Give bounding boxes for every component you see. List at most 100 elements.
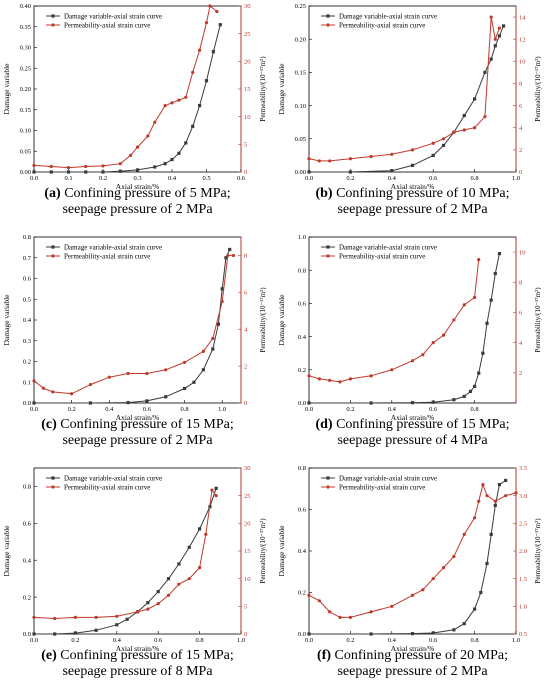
permeability-point [390, 604, 394, 608]
permeability-point [485, 494, 489, 498]
permeability-point [338, 615, 342, 619]
plot-frame [308, 236, 517, 404]
chart-panel-b: 0.0 0.2 0.4 0.6 0.8 1.0 0.00 0.05 0.10 0.15 0.20 0.… [275, 0, 550, 231]
permeability-point [49, 164, 53, 169]
permeability-point [163, 104, 167, 108]
permeability-point [441, 137, 446, 141]
y2-tick-label: 4 [519, 340, 523, 347]
chart-svg-d: 0.0 0.2 0.4 0.6 0.8 0.0 0.2 0.4 0.6 0.8 1.0 2 4 6 8 10 A… [277, 234, 542, 422]
y2-tick-label: 5 [244, 142, 247, 149]
legend-marker-square [51, 476, 55, 480]
legend-marker-square [326, 476, 330, 480]
x-tick-label: 0.2 [346, 175, 354, 182]
caption-line-1: (a) Confining pressure of 5 MPa; [0, 186, 275, 202]
permeability-point [156, 601, 160, 606]
caption-text-1: Confining pressure of 15 MPa; [56, 417, 234, 432]
permeability-point [390, 368, 394, 372]
x-axis-title: Axial strain/% [116, 413, 160, 422]
series-line-permeability [308, 482, 517, 618]
damage-point [145, 399, 149, 403]
y-axis-title: Damage variable [2, 525, 11, 577]
damage-point [473, 384, 477, 388]
chart-svg-b: 0.0 0.2 0.4 0.6 0.8 1.0 0.00 0.05 0.10 0.15 0.20 0.… [277, 3, 542, 191]
legend-marker-dot [326, 254, 330, 258]
permeability-point [462, 303, 466, 307]
y2-tick-label: 8 [519, 279, 522, 286]
permeability-point [170, 101, 174, 105]
damage-point [483, 70, 487, 74]
damage-point [452, 628, 456, 632]
permeability-point [317, 159, 321, 163]
y-tick-label: 0.2 [23, 594, 31, 601]
damage-point [481, 351, 485, 355]
caption-line-2: seepage pressure of 2 MPa [337, 202, 488, 217]
y2-tick-label: 2.0 [519, 548, 527, 555]
permeability-point [73, 615, 77, 619]
x-tick-label: 0.2 [99, 175, 107, 182]
damage-point [211, 50, 215, 54]
x-axis-title: Axial strain/% [116, 182, 160, 191]
permeability-point [410, 593, 415, 597]
damage-point [441, 143, 446, 148]
y2-tick-label: 4 [244, 326, 248, 333]
plot-frame [308, 467, 517, 635]
permeability-point [483, 115, 487, 119]
y2-tick-label: 10 [244, 114, 251, 121]
caption-line-1: (f) Confining pressure of 20 MPa; [275, 648, 550, 664]
permeability-point [84, 164, 88, 169]
x-tick-label: 0.6 [429, 406, 438, 413]
permeability-point [51, 390, 55, 394]
permeability-point [220, 299, 224, 304]
permeability-point [70, 392, 74, 396]
damage-point [218, 23, 222, 27]
y-tick-label: 0.25 [295, 3, 306, 10]
damage-point [477, 371, 481, 375]
caption-line-2: seepage pressure of 4 MPa [337, 433, 488, 448]
damage-point [493, 44, 497, 48]
permeability-point [164, 368, 168, 372]
y2-tick-label: 2 [244, 363, 247, 370]
y-tick-label: 0.40 [20, 3, 31, 10]
y2-tick-label: 0 [244, 631, 247, 638]
permeability-point [32, 379, 36, 383]
chart-svg-e: 0.0 0.2 0.4 0.6 0.8 1.0 0.0 0.2 0.4 0.6 0.8 0 5 10 15 2… [2, 465, 267, 653]
y-tick-label: 0.2 [298, 367, 306, 374]
damage-point [198, 527, 202, 531]
y-tick-label: 0.6 [23, 521, 32, 528]
legend-marker-dot [326, 485, 330, 489]
damage-point [170, 157, 174, 162]
y-tick-label: 0.8 [23, 234, 31, 241]
permeability-point [317, 377, 321, 381]
damage-point [184, 141, 188, 145]
legend-label: Damage variable-axial strain curve [64, 243, 162, 251]
permeability-point [504, 494, 508, 498]
x-axis-title: Axial strain/% [391, 413, 435, 422]
permeability-point [214, 494, 218, 498]
y2-tick-label: 30 [244, 3, 251, 10]
damage-point [489, 57, 493, 61]
legend-label: Permeability-axial strain curve [64, 483, 150, 491]
permeability-point [201, 349, 205, 353]
y2-tick-label: 14 [519, 14, 526, 21]
damage-point [501, 24, 506, 28]
caption: (a) Confining pressure of 5 MPa; seepage … [0, 186, 275, 218]
permeability-point [215, 9, 219, 14]
series-line-permeability [33, 254, 234, 395]
legend-marker-dot [51, 485, 55, 489]
y2-tick-label: 0 [244, 400, 247, 407]
y-axis-title: Damage variable [277, 294, 286, 346]
caption-label: (f) [317, 648, 332, 663]
y2-tick-label: 0.5 [519, 631, 527, 638]
damage-point [462, 394, 466, 398]
caption-line-2: seepage pressure of 2 MPa [337, 664, 488, 679]
damage-point [462, 113, 466, 118]
damage-point [497, 252, 502, 256]
damage-point [135, 168, 140, 172]
damage-point [88, 401, 93, 405]
caption-text-1: Confining pressure of 15 MPa; [56, 648, 234, 663]
x-axis-title: Axial strain/% [391, 644, 435, 653]
damage-point [164, 395, 168, 399]
y2-tick-label: 2 [519, 370, 522, 377]
plot-frame [33, 236, 242, 404]
caption-line-1: (e) Confining pressure of 15 MPa; [0, 648, 275, 664]
